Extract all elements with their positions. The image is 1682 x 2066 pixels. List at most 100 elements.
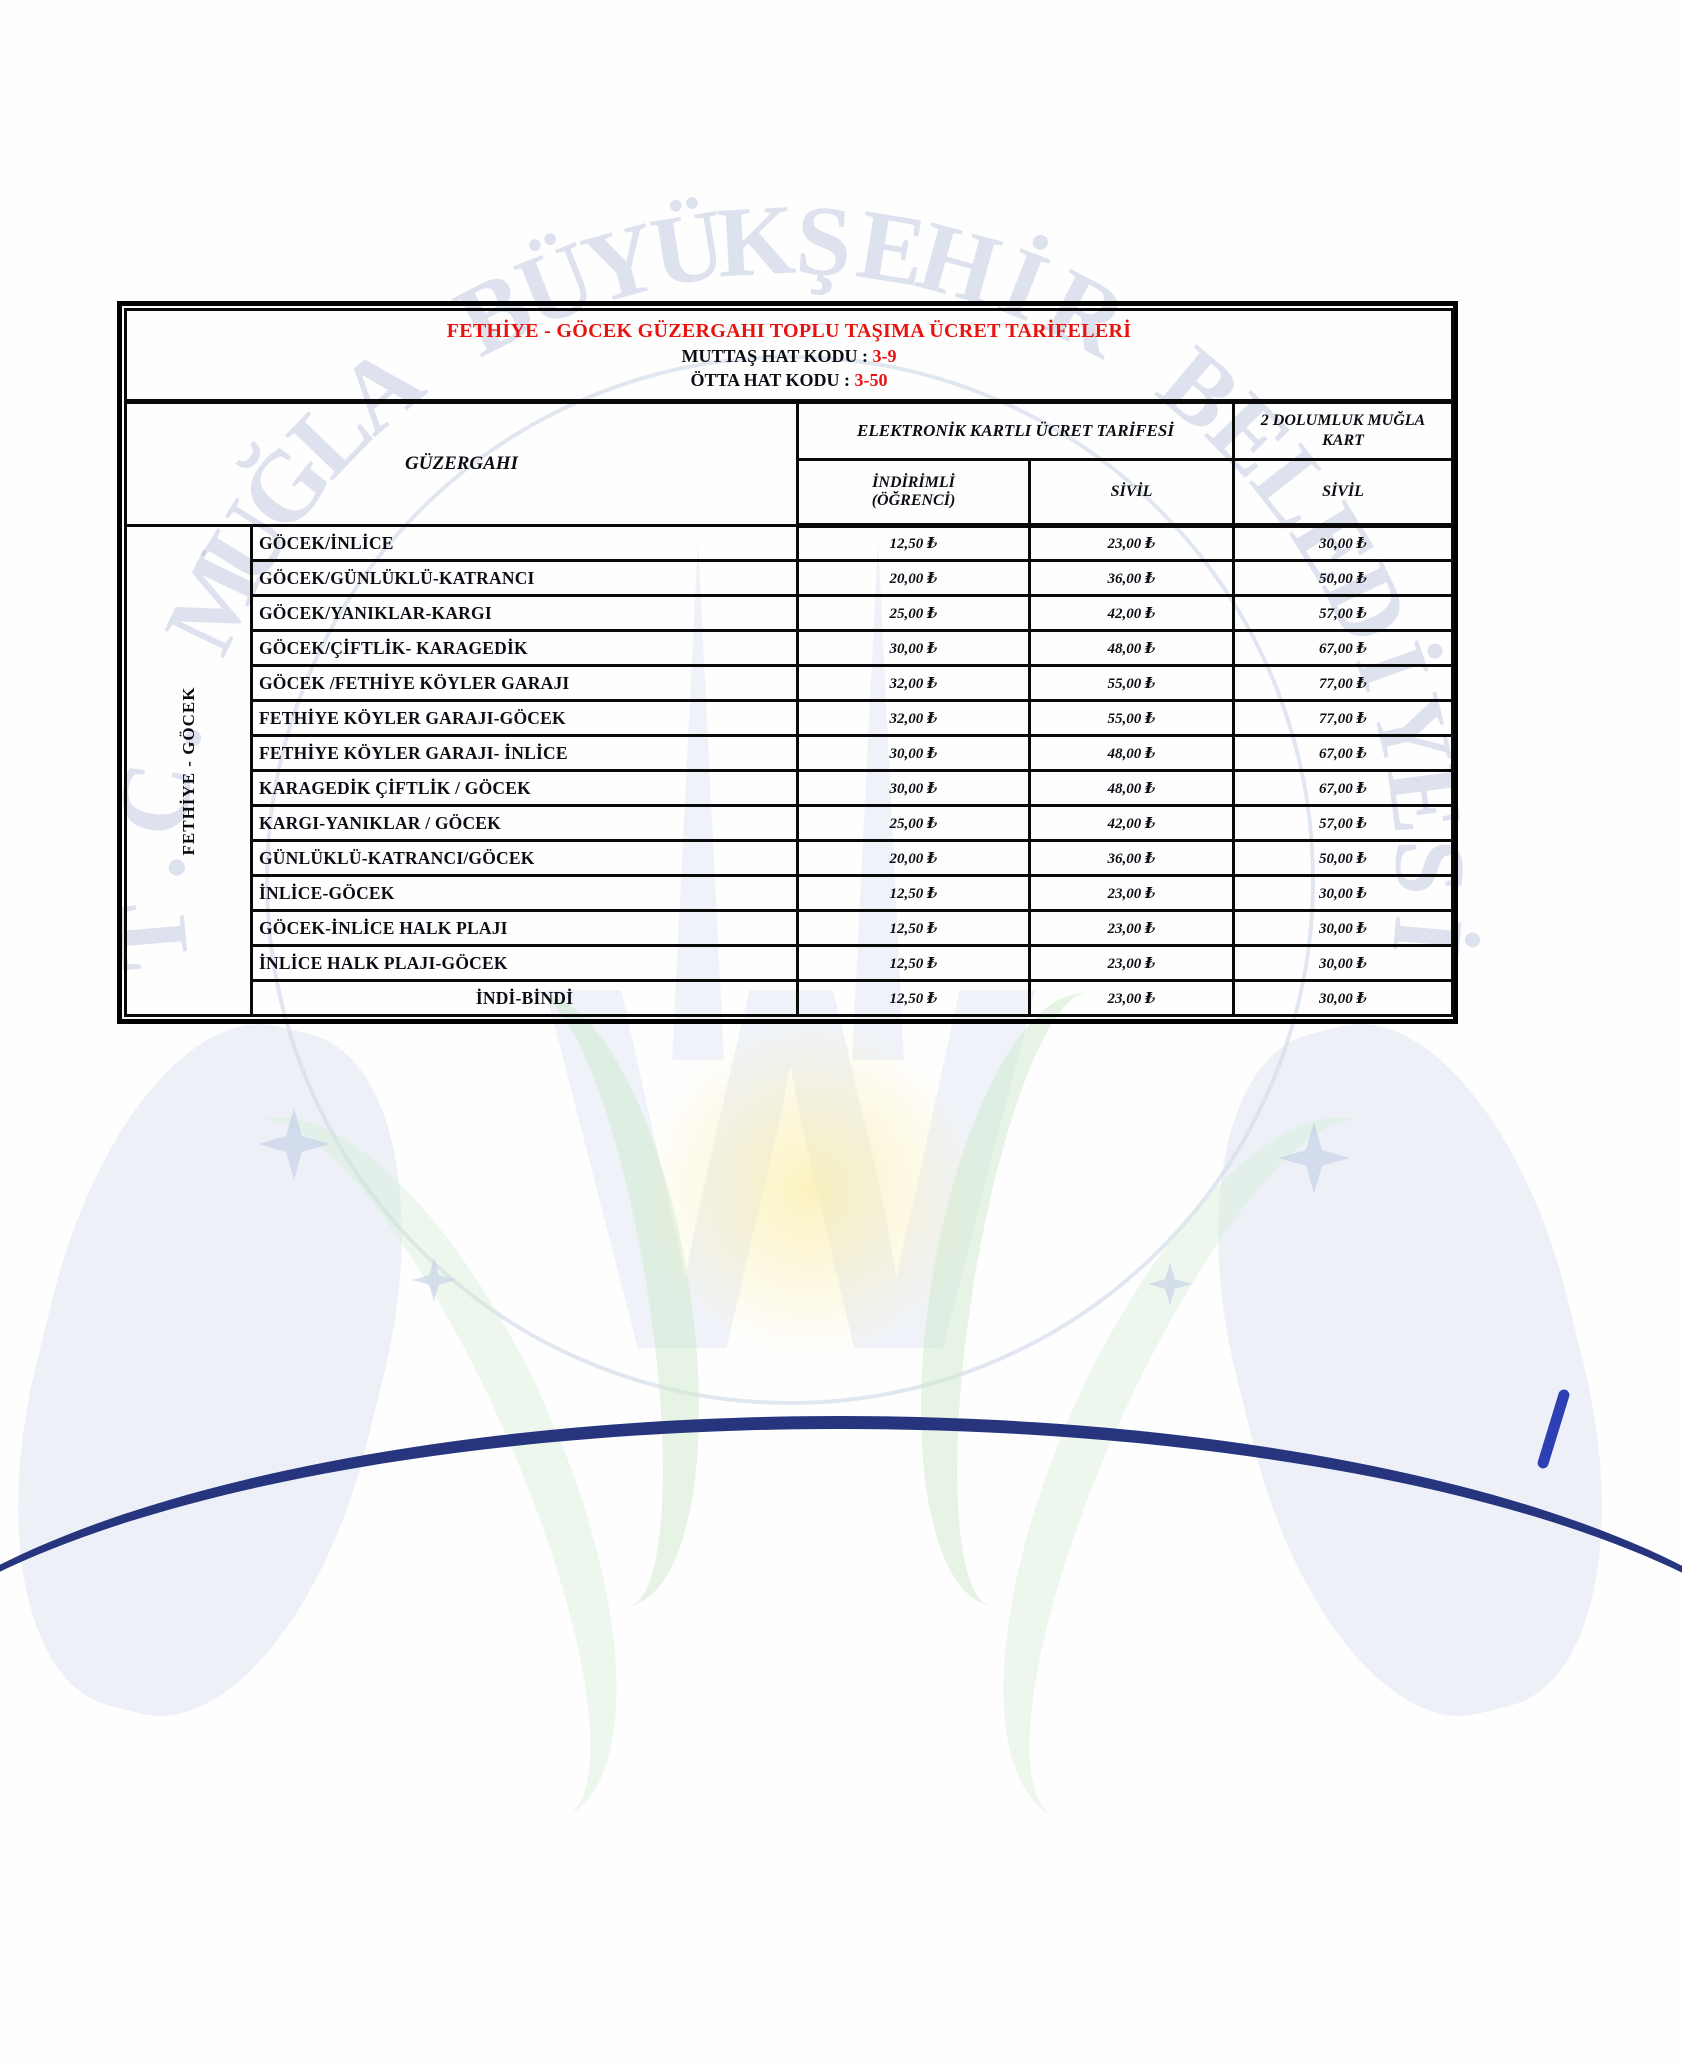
civil-price-cell: 48,00 ₺ xyxy=(1028,629,1235,667)
fare-table-body: FETHİYE - GÖCEK GÖCEK/İNLİCE 12,50 ₺ 23,00 … xyxy=(124,524,1455,1017)
muttas-code-line: MUTTAŞ HAT KODU : 3-9 xyxy=(127,346,1451,367)
mugla-card-label-line1: 2 DOLUMLUK MUĞLA xyxy=(1260,412,1426,429)
mugla-card-price-cell: 57,00 ₺ xyxy=(1231,594,1455,632)
discounted-label-line2: (ÖĞRENCİ) xyxy=(871,492,956,509)
civil-price-cell: 23,00 ₺ xyxy=(1028,909,1235,947)
route-cell: GÖCEK/İNLİCE xyxy=(250,524,799,562)
discounted-price-cell: 30,00 ₺ xyxy=(796,769,1031,807)
route-cell: FETHİYE KÖYLER GARAJI-GÖCEK xyxy=(250,699,799,737)
discounted-price-cell: 12,50 ₺ xyxy=(796,944,1031,982)
column-header-route: GÜZERGAHI xyxy=(124,400,799,527)
watermark-laurel-leaf xyxy=(118,1061,702,1879)
discounted-price-cell: 25,00 ₺ xyxy=(796,804,1031,842)
discounted-price-cell: 30,00 ₺ xyxy=(796,629,1031,667)
watermark-laurel-leaf xyxy=(918,1061,1502,1879)
route-cell: GÖCEK/ÇİFTLİK- KARAGEDİK xyxy=(250,629,799,667)
mugla-card-price-cell: 50,00 ₺ xyxy=(1231,839,1455,877)
discounted-price-cell: 32,00 ₺ xyxy=(796,699,1031,737)
mugla-card-price-cell: 67,00 ₺ xyxy=(1231,769,1455,807)
civil-price-cell: 55,00 ₺ xyxy=(1028,664,1235,702)
otta-code: 3-50 xyxy=(854,369,888,390)
fare-row: GÖCEK /FETHİYE KÖYLER GARAJI 32,00 ₺ 55,00… xyxy=(126,664,1455,702)
civil-price-cell: 23,00 ₺ xyxy=(1028,979,1235,1017)
fare-row: FETHİYE - GÖCEK GÖCEK/İNLİCE 12,50 ₺ 23,00 … xyxy=(124,524,1455,1017)
mugla-card-price-cell: 30,00 ₺ xyxy=(1231,909,1455,947)
mugla-card-price-cell: 77,00 ₺ xyxy=(1231,699,1455,737)
discounted-label-line1: İNDİRİMLİ xyxy=(872,474,955,491)
fare-row: GÖCEK-İNLİCE HALK PLAJI 12,50 ₺ 23,00 ₺ 30,… xyxy=(126,909,1455,947)
discounted-price-cell: 32,00 ₺ xyxy=(796,664,1031,702)
watermark-sun xyxy=(640,1020,980,1360)
watermark-star-icon xyxy=(412,1258,456,1302)
mugla-card-price-cell: 30,00 ₺ xyxy=(1231,944,1455,982)
fare-row: İNLİCE-GÖCEK 12,50 ₺ 23,00 ₺ 30,00 ₺ xyxy=(126,874,1455,912)
mugla-card-price-cell: 57,00 ₺ xyxy=(1231,804,1455,842)
header-row-subcolumns: İNDİRİMLİ (ÖĞRENCİ) SİVİL SİVİL xyxy=(126,458,1455,528)
civil-price-cell: 55,00 ₺ xyxy=(1028,699,1235,737)
watermark-bottom-swoosh xyxy=(0,1416,1682,2066)
row-group-label: FETHİYE - GÖCEK xyxy=(178,686,198,855)
mugla-card-price-cell: 30,00 ₺ xyxy=(1231,524,1455,562)
civil-price-cell: 23,00 ₺ xyxy=(1028,944,1235,982)
civil-price-cell: 36,00 ₺ xyxy=(1028,839,1235,877)
fare-table-sheet: FETHİYE - GÖCEK GÜZERGAHI TOPLU TAŞIMA Ü… xyxy=(117,301,1458,1024)
header-row-groups: GÜZERGAHI ELEKTRONİK KARTLI ÜCRET TARİFE… xyxy=(124,400,1455,527)
fare-row: GÖCEK/YANIKLAR-KARGI 25,00 ₺ 42,00 ₺ 57,00 … xyxy=(126,594,1455,632)
route-cell: KARGI-YANIKLAR / GÖCEK xyxy=(250,804,799,842)
discounted-price-cell: 30,00 ₺ xyxy=(796,734,1031,772)
title-row: FETHİYE - GÖCEK GÜZERGAHI TOPLU TAŞIMA Ü… xyxy=(123,308,1455,404)
fare-table: FETHİYE - GÖCEK GÜZERGAHI TOPLU TAŞIMA Ü… xyxy=(123,308,1455,1017)
discounted-price-cell: 20,00 ₺ xyxy=(796,559,1031,597)
watermark-laurel-leaf xyxy=(422,976,738,1624)
fare-row: İNLİCE HALK PLAJI-GÖCEK 12,50 ₺ 23,00 ₺ 30,… xyxy=(126,944,1455,982)
watermark-ribbon-left xyxy=(0,989,460,1751)
fare-row: GÖCEK/ÇİFTLİK- KARAGEDİK 30,00 ₺ 48,00 ₺ 67… xyxy=(126,629,1455,667)
civil-price-cell: 48,00 ₺ xyxy=(1028,734,1235,772)
scanned-fare-document: { "colors": { "accent_red": "#e8120e", "… xyxy=(0,183,1682,1879)
otta-code-line: ÖTTA HAT KODU : 3-50 xyxy=(127,370,1451,391)
route-cell: KARAGEDİK ÇİFTLİK / GÖCEK xyxy=(250,769,799,807)
column-header-mugla-card: 2 DOLUMLUK MUĞLA KART xyxy=(1231,400,1455,461)
fare-row: GÜNLÜKLÜ-KATRANCI/GÖCEK 20,00 ₺ 36,00 ₺ 50,… xyxy=(126,839,1455,877)
mugla-card-price-cell: 67,00 ₺ xyxy=(1231,629,1455,667)
civil-price-cell: 23,00 ₺ xyxy=(1028,874,1235,912)
row-group-cell: FETHİYE - GÖCEK xyxy=(124,524,253,1017)
fare-row: İNDİ-BİNDİ 12,50 ₺ 23,00 ₺ 30,00 ₺ xyxy=(126,979,1455,1017)
route-cell: GÖCEK-İNLİCE HALK PLAJI xyxy=(250,909,799,947)
civil-price-cell: 42,00 ₺ xyxy=(1028,804,1235,842)
watermark-pen-stroke xyxy=(1536,1388,1571,1470)
discounted-price-cell: 12,50 ₺ xyxy=(796,874,1031,912)
civil-price-cell: 36,00 ₺ xyxy=(1028,559,1235,597)
discounted-price-cell: 12,50 ₺ xyxy=(796,979,1031,1017)
fare-row: KARGI-YANIKLAR / GÖCEK 25,00 ₺ 42,00 ₺ 57,0… xyxy=(126,804,1455,842)
column-header-mugla-civil: SİVİL xyxy=(1231,458,1455,528)
route-cell: GÜNLÜKLÜ-KATRANCI/GÖCEK xyxy=(250,839,799,877)
column-header-civil: SİVİL xyxy=(1028,458,1235,528)
discounted-price-cell: 12,50 ₺ xyxy=(796,524,1031,562)
watermark-star-icon xyxy=(258,1108,330,1180)
watermark-star-icon xyxy=(1148,1262,1192,1306)
column-header-discounted: İNDİRİMLİ (ÖĞRENCİ) xyxy=(796,458,1031,528)
fare-row: FETHİYE KÖYLER GARAJI-GÖCEK 32,00 ₺ 55,00 … xyxy=(126,699,1455,737)
civil-price-cell: 48,00 ₺ xyxy=(1028,769,1235,807)
muttas-label: MUTTAŞ HAT KODU : xyxy=(681,345,873,366)
mugla-card-price-cell: 77,00 ₺ xyxy=(1231,664,1455,702)
fare-row: FETHİYE KÖYLER GARAJI- İNLİCE 30,00 ₺ 48,0… xyxy=(126,734,1455,772)
route-cell: FETHİYE KÖYLER GARAJI- İNLİCE xyxy=(250,734,799,772)
mugla-card-price-cell: 30,00 ₺ xyxy=(1231,979,1455,1017)
document-title: FETHİYE - GÖCEK GÜZERGAHI TOPLU TAŞIMA Ü… xyxy=(446,319,1132,342)
title-block: FETHİYE - GÖCEK GÜZERGAHI TOPLU TAŞIMA Ü… xyxy=(123,308,1455,404)
discounted-price-cell: 20,00 ₺ xyxy=(796,839,1031,877)
watermark-laurel-leaf xyxy=(882,976,1198,1624)
watermark-ribbon-right xyxy=(1160,989,1660,1751)
discounted-price-cell: 25,00 ₺ xyxy=(796,594,1031,632)
discounted-price-cell: 12,50 ₺ xyxy=(796,909,1031,947)
otta-label: ÖTTA HAT KODU : xyxy=(690,369,855,390)
civil-price-cell: 42,00 ₺ xyxy=(1028,594,1235,632)
civil-price-cell: 23,00 ₺ xyxy=(1028,524,1235,562)
mugla-card-price-cell: 30,00 ₺ xyxy=(1231,874,1455,912)
watermark-star-icon xyxy=(1278,1122,1350,1194)
column-header-electronic-card-group: ELEKTRONİK KARTLI ÜCRET TARİFESİ xyxy=(796,400,1235,461)
route-cell: İNLİCE HALK PLAJI-GÖCEK xyxy=(250,944,799,982)
muttas-code: 3-9 xyxy=(872,345,897,366)
